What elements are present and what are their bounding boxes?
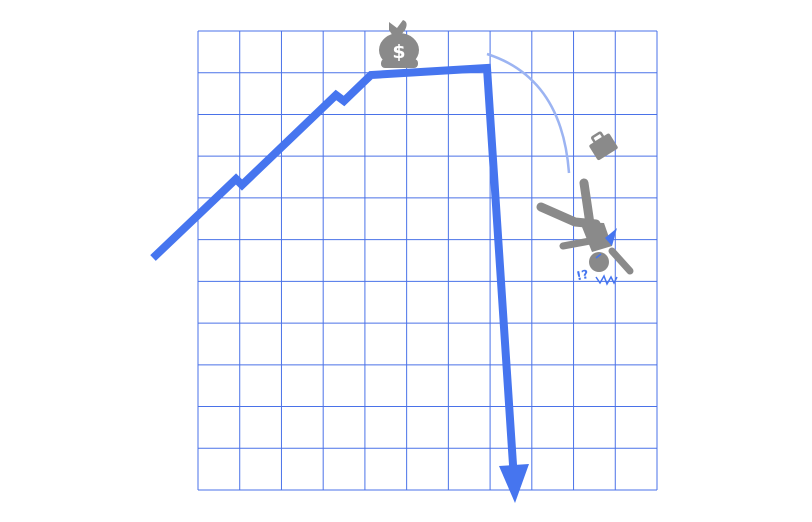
chart-grid <box>197 30 658 491</box>
falling-person-icon: !? <box>536 178 634 286</box>
confusion-text: !? <box>575 267 590 283</box>
money-bag-icon: $ <box>379 20 419 68</box>
trend-line-path <box>150 63 518 481</box>
money-bag-symbol: $ <box>392 41 405 63</box>
motion-arc <box>486 52 571 174</box>
impact-marks <box>595 274 618 286</box>
briefcase-icon <box>589 131 618 161</box>
down-arrow-head <box>499 464 529 503</box>
trend-line <box>150 63 529 503</box>
